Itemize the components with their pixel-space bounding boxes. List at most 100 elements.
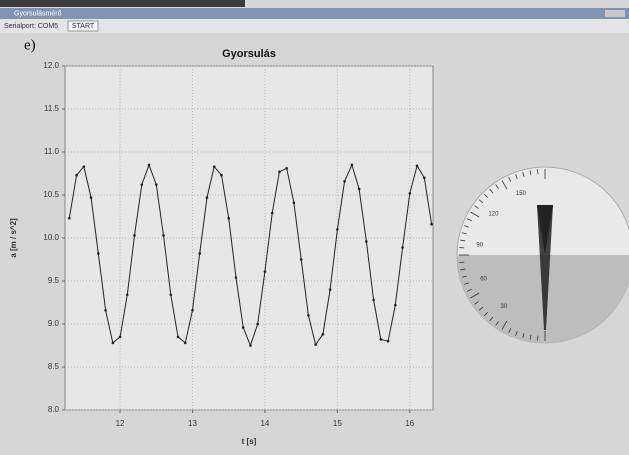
data-point xyxy=(394,303,397,307)
data-point xyxy=(430,222,433,226)
gauge-tick xyxy=(522,171,525,177)
y-tick-label: 12.0 xyxy=(43,61,59,70)
gauge-tick xyxy=(461,232,467,235)
start-label: START xyxy=(72,23,95,30)
data-point xyxy=(270,211,274,215)
gauge-tick xyxy=(460,239,466,242)
data-point xyxy=(104,308,107,312)
gauge-tick xyxy=(464,282,470,285)
gauge-tick xyxy=(478,199,484,204)
gauge-tick xyxy=(501,180,508,190)
data-point xyxy=(415,164,419,168)
gauge-tick xyxy=(529,334,532,340)
start-button[interactable] xyxy=(67,20,99,32)
data-point xyxy=(198,252,202,255)
x-tick-label: 14 xyxy=(260,419,269,428)
gauge-label: 90 xyxy=(476,243,483,249)
gauge-tick xyxy=(495,184,499,189)
gauge-label: 150 xyxy=(516,191,527,197)
x-tick-label: 12 xyxy=(116,419,125,428)
data-point xyxy=(321,333,325,336)
y-tick-label: 9.0 xyxy=(48,319,60,328)
gauge-tick xyxy=(478,306,484,311)
data-point xyxy=(307,314,310,317)
gauge-tick xyxy=(474,301,479,305)
data-point xyxy=(372,298,375,302)
gauge-tick xyxy=(470,211,480,218)
gauge-tick xyxy=(461,275,467,278)
data-point xyxy=(314,343,317,346)
data-point xyxy=(234,276,238,279)
gauge-tick xyxy=(489,188,494,194)
data-point xyxy=(350,163,354,167)
port-label: Serialport: COM5 xyxy=(4,23,58,30)
data-point xyxy=(183,341,187,345)
x-tick-label: 16 xyxy=(405,419,414,428)
data-point xyxy=(365,240,368,243)
data-point xyxy=(343,179,346,183)
data-point xyxy=(292,201,296,205)
gauge-label: 120 xyxy=(488,211,499,217)
data-point xyxy=(191,308,194,312)
y-tick-label: 11.5 xyxy=(44,104,60,113)
gauge-tick xyxy=(495,321,499,326)
gauge-tick xyxy=(489,316,494,322)
data-point xyxy=(423,176,426,180)
data-point xyxy=(125,293,129,297)
data-point xyxy=(147,163,151,167)
data-point xyxy=(401,246,404,249)
data-point xyxy=(256,322,259,326)
data-point xyxy=(68,216,71,220)
data-point xyxy=(263,270,267,273)
gauge-tick xyxy=(466,288,472,292)
top-strip xyxy=(0,0,245,7)
gauge-tick xyxy=(474,205,479,209)
data-point xyxy=(278,170,281,174)
gauge-tick xyxy=(483,311,489,317)
data-point xyxy=(299,258,303,261)
data-point xyxy=(379,338,383,341)
data-point xyxy=(205,196,209,199)
gauge-tick xyxy=(483,193,489,199)
data-point xyxy=(169,293,173,297)
data-point xyxy=(328,288,332,291)
gauge xyxy=(456,166,629,344)
y-tick-label: 11.0 xyxy=(44,147,60,156)
gauge-ticks: 150 120 90 60 30 xyxy=(459,169,546,341)
gauge-label: 30 xyxy=(500,304,507,310)
y-tick-label: 10.5 xyxy=(43,190,59,199)
gauge-label: 60 xyxy=(480,277,487,283)
data-point xyxy=(118,335,122,339)
data-point xyxy=(162,234,165,237)
data-point xyxy=(357,187,361,191)
data-point xyxy=(154,183,158,186)
gauge-tick xyxy=(522,333,525,339)
x-tick-label: 15 xyxy=(333,419,342,428)
window-buttons[interactable] xyxy=(605,10,625,17)
toolbar xyxy=(0,19,629,33)
data-point xyxy=(408,191,412,195)
data-point xyxy=(285,167,288,170)
gauge-tick xyxy=(508,176,512,182)
y-tick-label: 10.0 xyxy=(43,233,59,242)
gauge-tick xyxy=(466,218,472,222)
data-point xyxy=(97,252,100,255)
data-point xyxy=(227,216,231,220)
data-point xyxy=(336,228,339,231)
gauge-tick xyxy=(460,268,466,271)
data-point xyxy=(133,234,136,237)
gauge-tick xyxy=(501,320,508,330)
gauge-tick xyxy=(464,225,470,228)
data-point xyxy=(386,339,390,343)
chart-title: Gyorsulás xyxy=(222,48,276,60)
x-tick-label: 13 xyxy=(188,419,197,428)
gauge-tick xyxy=(515,330,518,336)
y-tick-label: 8.0 xyxy=(48,405,60,414)
title-bar xyxy=(0,8,629,19)
data-point xyxy=(89,196,93,199)
data-point xyxy=(111,341,115,345)
y-tick-label: 9.5 xyxy=(48,276,60,285)
panel-label: e) xyxy=(24,37,36,53)
data-point xyxy=(241,326,245,329)
